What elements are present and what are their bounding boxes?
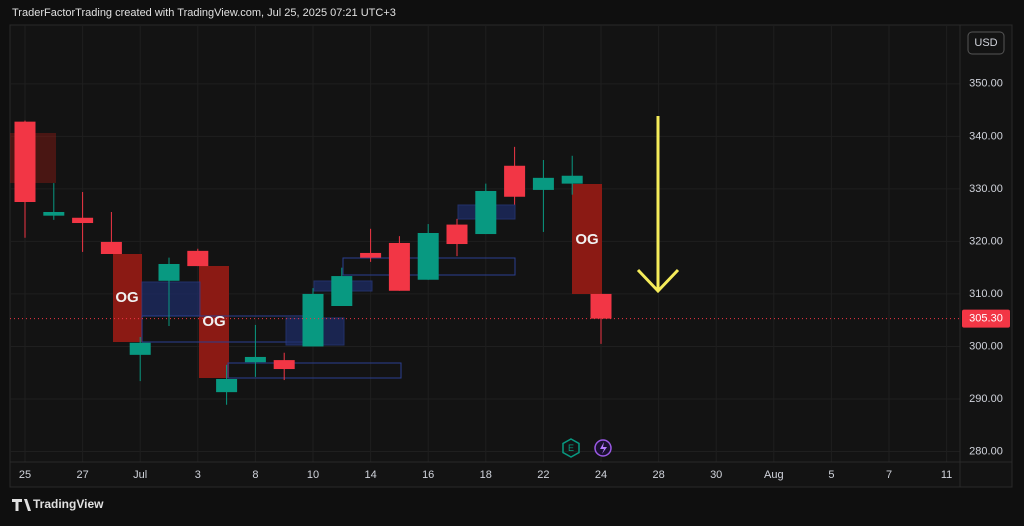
chart-title: TraderFactorTrading created with Trading… <box>12 7 396 19</box>
candle-body <box>388 242 410 291</box>
x-tick-label: 7 <box>886 469 892 481</box>
candle-body <box>446 224 468 245</box>
x-tick-label: 10 <box>307 469 319 481</box>
candle-body <box>158 263 180 281</box>
candle-body <box>532 177 554 190</box>
dividend-icon-glyph <box>600 442 607 454</box>
x-tick-label: 3 <box>195 469 201 481</box>
x-tick-label: 8 <box>252 469 258 481</box>
candle-body <box>43 211 65 216</box>
x-tick-label: 22 <box>537 469 549 481</box>
candle-body <box>244 356 266 363</box>
x-tick-label: 27 <box>76 469 88 481</box>
x-tick-label: 11 <box>941 469 952 481</box>
candles <box>14 120 612 405</box>
chart-pane <box>9 24 1013 488</box>
currency-button[interactable] <box>967 31 1005 55</box>
fvg-zone <box>227 362 402 379</box>
y-tick-label: 300.00 <box>969 340 1003 352</box>
candle-body <box>216 379 238 393</box>
last-price-label: 305.30 <box>969 313 1003 325</box>
candle-body <box>187 250 209 267</box>
x-tick-label: Jul <box>133 469 147 481</box>
x-tick-label: 24 <box>595 469 607 481</box>
x-tick-label: 14 <box>364 469 376 481</box>
candle-body <box>504 165 526 197</box>
y-tick-label: 290.00 <box>969 393 1003 405</box>
candle-body <box>590 293 612 319</box>
y-tick-label: 330.00 <box>969 183 1003 195</box>
y-tick-label: 350.00 <box>969 78 1003 90</box>
annotation: OG <box>115 289 138 306</box>
x-tick-label: 5 <box>828 469 834 481</box>
x-tick-label: Aug <box>764 469 784 481</box>
y-tick-label: 320.00 <box>969 235 1003 247</box>
candle-body <box>331 276 353 307</box>
last-price-badge <box>962 309 1010 328</box>
earnings-icon[interactable] <box>562 438 580 458</box>
fvg-zone <box>141 281 201 317</box>
y-tick-label: 310.00 <box>969 288 1003 300</box>
candle-body <box>417 232 439 280</box>
y-tick-label: 280.00 <box>969 445 1003 457</box>
brand-logo <box>12 499 31 511</box>
candle-body <box>100 241 122 255</box>
og-zone <box>199 266 229 378</box>
down-arrow <box>636 116 680 294</box>
earnings-label: E <box>568 443 574 453</box>
candle-body <box>475 190 497 235</box>
x-tick-label: 16 <box>422 469 434 481</box>
x-tick-label: 30 <box>710 469 722 481</box>
brand-name: TradingView <box>33 497 104 511</box>
candle-body <box>72 217 94 224</box>
candle-body <box>129 342 151 355</box>
annotation: OG <box>202 313 225 330</box>
candle-body <box>14 121 36 203</box>
annotation: OG <box>575 231 598 248</box>
candle-body <box>273 360 295 370</box>
og-zone <box>572 184 602 294</box>
x-tick-label: 25 <box>19 469 31 481</box>
y-tick-label: 340.00 <box>969 130 1003 142</box>
candle-body <box>360 252 382 258</box>
currency-label: USD <box>974 37 997 49</box>
x-tick-label: 18 <box>480 469 492 481</box>
og-zone <box>113 254 142 342</box>
candle-body <box>561 175 583 184</box>
x-tick-label: 28 <box>652 469 664 481</box>
candle-body <box>302 293 324 347</box>
